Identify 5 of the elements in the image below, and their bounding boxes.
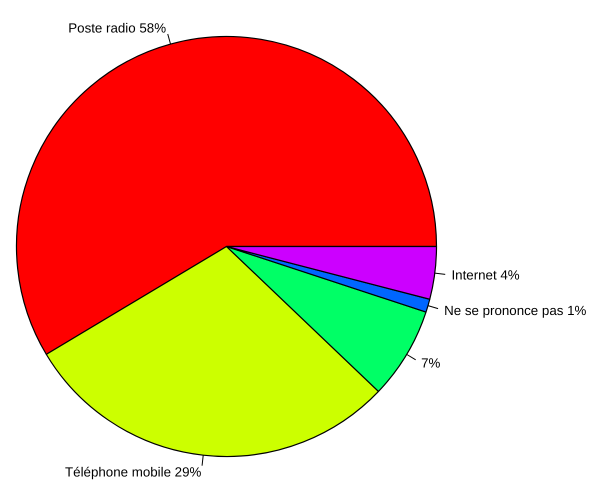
- data-label: 7%: [421, 356, 441, 370]
- slice-label: Ne se prononce pas 1%: [444, 302, 587, 318]
- slice-label: Internet 4%: [451, 268, 520, 283]
- slice-label: Poste radio 58%: [68, 20, 166, 36]
- slice-label: Téléphone mobile 29%: [65, 464, 202, 480]
